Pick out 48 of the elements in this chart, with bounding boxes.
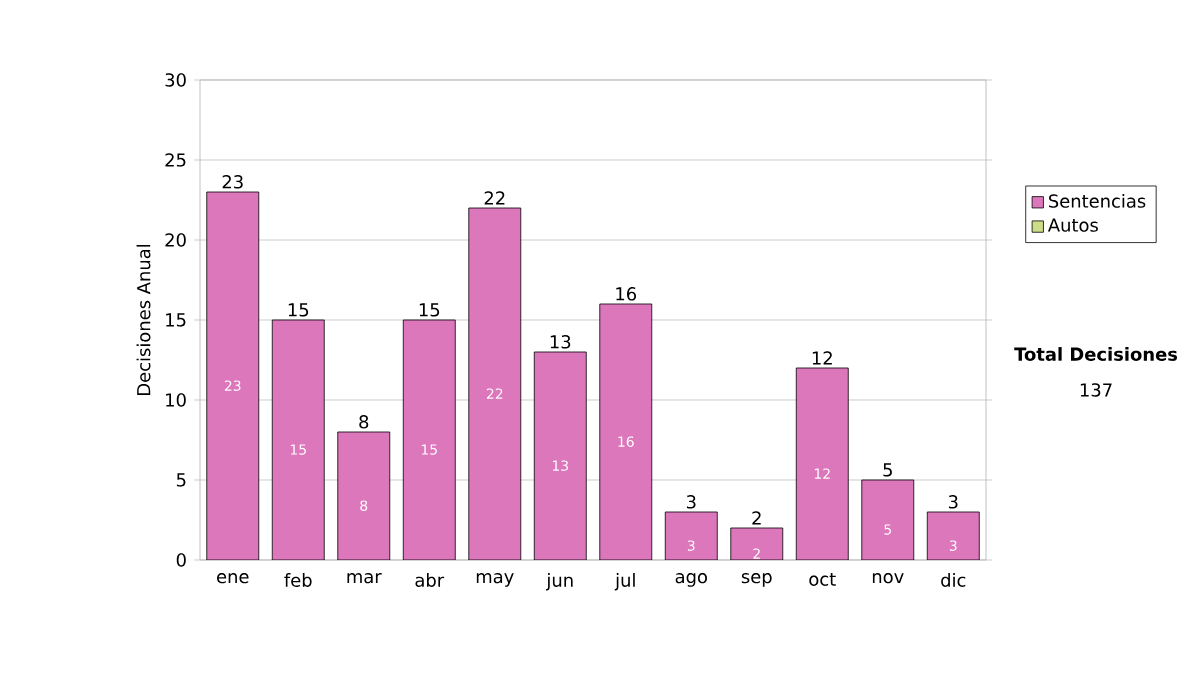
bar [534, 352, 587, 560]
bar [730, 528, 783, 560]
y-axis-title: Decisiones Anual [136, 244, 151, 395]
x-tick-label: jul [614, 573, 635, 591]
bar [337, 432, 390, 560]
x-tick-label: jun [546, 573, 573, 591]
y-tick-label: 0 [176, 553, 186, 567]
total-label: 3 [686, 495, 696, 509]
total-label: 12 [812, 351, 832, 365]
total-label: 23 [222, 175, 243, 189]
x-tick-label: abr [415, 573, 445, 587]
x-tick-label: ago [675, 573, 707, 587]
bar [926, 511, 980, 560]
bar [665, 512, 718, 560]
text: Total Decisiones [1014, 347, 1178, 361]
y-tick-label: 25 [165, 153, 186, 167]
y-tick-label: 10 [166, 393, 186, 407]
y-tick-label: 5 [176, 473, 186, 487]
total-label: 13 [550, 335, 571, 349]
bar [468, 208, 521, 560]
x-tick-label: oct [809, 573, 836, 586]
bar [861, 480, 914, 560]
y-tick-label: 20 [165, 233, 186, 247]
bar [272, 320, 325, 560]
total-label: 22 [484, 191, 505, 205]
bar [206, 192, 259, 560]
x-tick-label: ene [217, 573, 249, 584]
bar [796, 368, 849, 560]
total-label: 15 [419, 303, 440, 317]
total-label: 5 [883, 463, 892, 477]
bar [599, 304, 652, 560]
total-label: 16 [616, 287, 637, 301]
x-tick-label: nov [872, 573, 904, 584]
text: 137 [1080, 383, 1112, 397]
total-label: 3 [948, 495, 958, 509]
total-label: 8 [359, 415, 369, 429]
bar [403, 320, 456, 560]
y-tick-label: 15 [166, 313, 186, 327]
x-tick-label: may [476, 573, 514, 587]
x-tick-label: dic [941, 573, 966, 587]
x-tick-label: feb [284, 573, 312, 587]
x-tick-label: sep [741, 573, 772, 587]
legend-label: Sentencias [1049, 193, 1146, 208]
legend-label: Autos [1047, 218, 1098, 232]
y-tick-label: 30 [165, 73, 186, 87]
total-label: 2 [752, 511, 761, 525]
x-tick-label: mar [347, 573, 382, 584]
total-label: 15 [288, 303, 309, 317]
